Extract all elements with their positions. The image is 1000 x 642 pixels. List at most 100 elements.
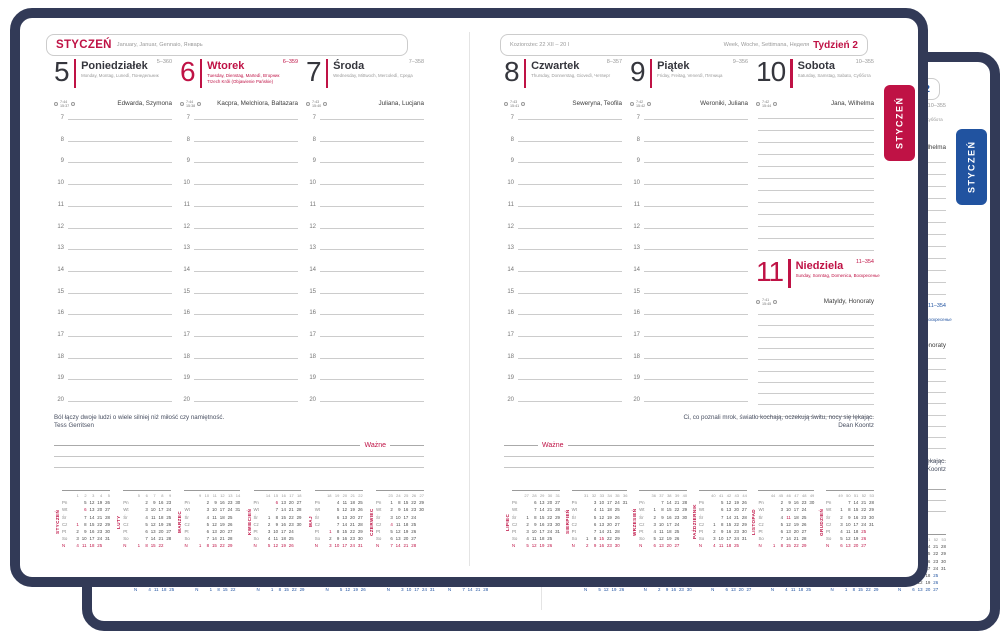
day-abbrev: N bbox=[123, 543, 127, 549]
hour-line bbox=[320, 184, 424, 186]
hour-label: 20 bbox=[507, 397, 514, 404]
hour-label: 20 bbox=[309, 397, 316, 404]
day-cell: 1 bbox=[526, 514, 529, 520]
day-of-year-counter: 8–357 bbox=[606, 59, 622, 65]
hour-label: 17 bbox=[633, 332, 640, 338]
day-cell: 16 bbox=[599, 543, 605, 549]
hour-label: 18 bbox=[57, 353, 64, 360]
hour-line bbox=[68, 292, 172, 294]
day-cell: 20 bbox=[403, 536, 409, 542]
mini-day-row: N 1 8 15 22 29 bbox=[184, 542, 240, 549]
day-cell: 15 bbox=[211, 543, 217, 549]
hour-label: 17 bbox=[57, 332, 64, 338]
day-cell: 23 bbox=[861, 514, 867, 520]
hour-row: 15 bbox=[306, 289, 424, 300]
quote-left: Ból łączy dwoje ludzi o wiele silniej ni… bbox=[54, 414, 424, 429]
day-cell: 24 bbox=[97, 536, 103, 542]
hour-line bbox=[518, 184, 622, 186]
day-cell: 19 bbox=[734, 500, 739, 506]
week-number: 5 bbox=[107, 493, 110, 499]
day-abbrev: N bbox=[195, 587, 199, 593]
day-abbrev: Pn bbox=[512, 500, 518, 506]
mini-day-row: N 3 10 17 24 31 bbox=[387, 586, 435, 593]
day-abbrev: So bbox=[123, 536, 129, 542]
day-cell: 18 bbox=[219, 514, 225, 520]
day-cell: 29 bbox=[682, 507, 688, 513]
day-cell: 14 bbox=[785, 536, 791, 542]
day-cell: 13 bbox=[726, 507, 732, 513]
mini-month-name: WRZESIEŃ bbox=[632, 508, 638, 536]
day-cell: 26 bbox=[614, 514, 620, 520]
name-days: Seweryna, Teofila bbox=[572, 100, 622, 107]
day-cell: 6 bbox=[534, 500, 537, 506]
day-cell: 5 bbox=[720, 500, 724, 506]
day-cell: 14 bbox=[726, 514, 732, 520]
day-abbrev: Pn bbox=[375, 500, 382, 506]
hour-label: 12 bbox=[57, 223, 64, 230]
day-cell: 23 bbox=[547, 521, 553, 527]
hour-label: 8 bbox=[186, 136, 190, 143]
day-cell: 5 bbox=[593, 514, 597, 520]
week-number: 50 bbox=[846, 493, 851, 499]
mini-day-row: N 1 8 15 22 29 bbox=[758, 542, 814, 549]
week-number: 29 bbox=[539, 493, 545, 499]
mini-month-name: CZERWIEC bbox=[368, 508, 374, 536]
day-cell: 24 bbox=[288, 529, 294, 535]
day-cell: 28 bbox=[483, 587, 489, 593]
week-number: 22 bbox=[358, 493, 363, 499]
day-cell: 8 bbox=[848, 507, 851, 513]
hour-line bbox=[320, 292, 424, 294]
day-cell: 1 bbox=[76, 521, 79, 527]
day-cell: 22 bbox=[158, 543, 164, 549]
day-cell: 5 bbox=[336, 507, 340, 513]
day-cell: 12 bbox=[211, 521, 217, 527]
day-cell: 18 bbox=[726, 543, 732, 549]
day-cell: 6 bbox=[840, 543, 843, 549]
day-cell: 16 bbox=[158, 500, 164, 506]
day-abbrev: Śr bbox=[698, 514, 704, 520]
hour-line bbox=[644, 379, 748, 381]
mini-month-name: LISTOPAD bbox=[751, 509, 757, 535]
day-cell: 15 bbox=[726, 521, 732, 527]
day-cell: 2 bbox=[267, 521, 271, 527]
day-cell: 11 bbox=[790, 587, 796, 593]
week-number: 31 bbox=[555, 493, 560, 499]
hour-line bbox=[194, 314, 298, 316]
day-cell: 10 bbox=[211, 507, 217, 513]
day-cell: 22 bbox=[291, 587, 297, 593]
day-cell: 29 bbox=[227, 543, 233, 549]
day-cell: 4 bbox=[148, 587, 151, 593]
hour-label: 18 bbox=[183, 353, 190, 360]
mini-day-row: N 5 12 19 26 bbox=[254, 542, 302, 549]
week-number: 18 bbox=[327, 493, 332, 499]
day-cell: 21 bbox=[734, 514, 739, 520]
day-cell: 18 bbox=[606, 507, 612, 513]
sunrise-icon bbox=[630, 102, 634, 107]
day-cell: 6 bbox=[336, 514, 340, 520]
month-tab: STYCZEŃ bbox=[884, 85, 915, 161]
hour-row: 19 bbox=[504, 375, 622, 386]
day-cell: 17 bbox=[89, 536, 95, 542]
day-abbrev: Śr bbox=[314, 514, 320, 520]
day-cell: 22 bbox=[230, 587, 236, 593]
day-cell: 31 bbox=[622, 500, 628, 506]
day-cell: 15 bbox=[857, 587, 863, 593]
mini-day-row: N 5 12 19 26 bbox=[512, 542, 560, 549]
hour-label: 9 bbox=[186, 158, 190, 165]
day-cell: 1 bbox=[137, 543, 141, 549]
hour-line bbox=[644, 270, 748, 272]
day-cell: 3 bbox=[840, 521, 843, 527]
sunrise-icon bbox=[54, 102, 58, 107]
ruled-line bbox=[758, 190, 874, 191]
hour-label: 12 bbox=[507, 223, 514, 230]
day-cell: 6 bbox=[275, 500, 279, 506]
